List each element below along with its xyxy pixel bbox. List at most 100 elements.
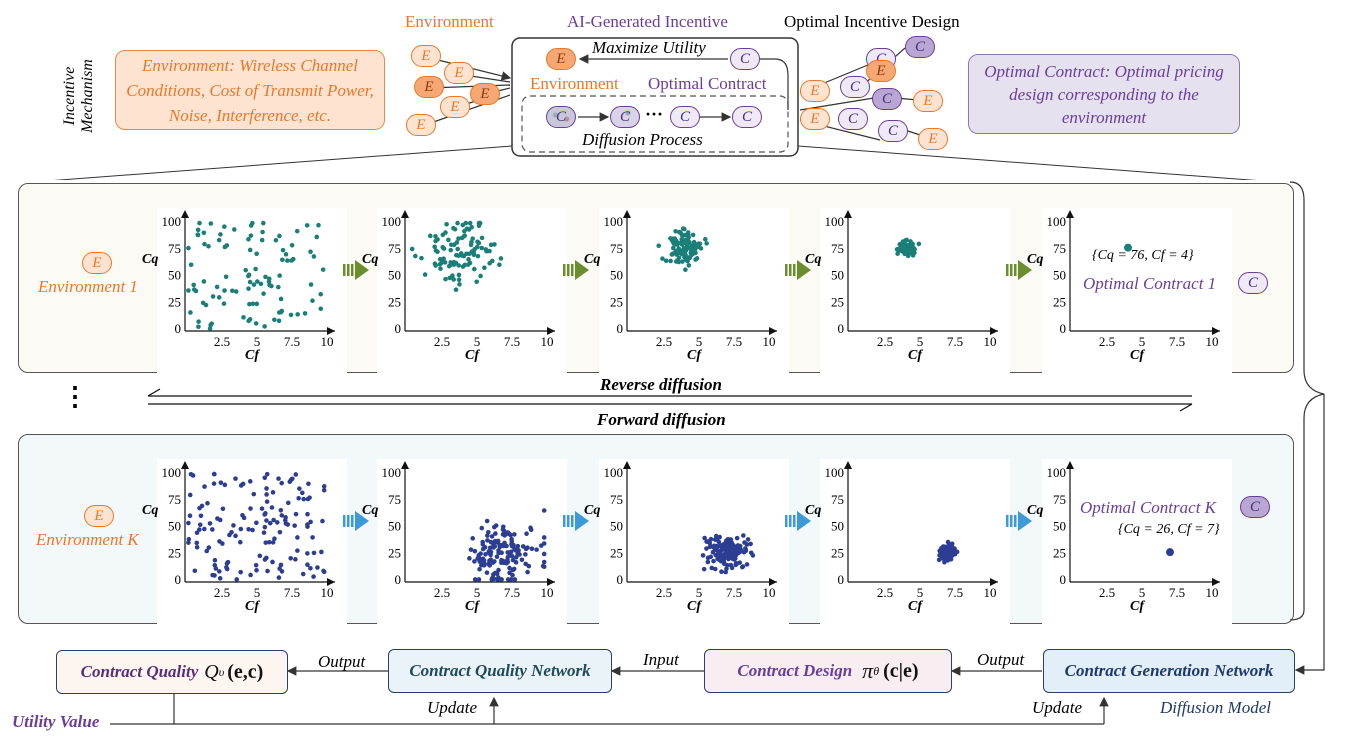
data-point xyxy=(191,287,197,292)
data-point xyxy=(294,228,300,234)
y-tick-label: 50 xyxy=(1053,519,1066,534)
y-tick-label: 0 xyxy=(617,321,624,336)
data-point xyxy=(511,542,516,548)
x-tick-label: 10 xyxy=(1206,334,1219,349)
data-point xyxy=(190,473,196,478)
data-point xyxy=(493,531,498,536)
data-point xyxy=(223,274,229,280)
optimal-contract-description-text: Optimal Contract: Optimal pricing design… xyxy=(984,61,1224,127)
plot-background xyxy=(599,459,789,627)
x-tick-label: 5 xyxy=(1139,334,1146,349)
data-point xyxy=(443,230,448,235)
data-point xyxy=(194,530,200,536)
diffusion-model-label: Diffusion Model xyxy=(1160,698,1271,717)
data-point xyxy=(485,538,490,543)
data-point xyxy=(683,267,688,272)
data-point xyxy=(491,524,497,530)
data-point xyxy=(704,546,709,551)
data-point xyxy=(487,248,492,254)
data-point xyxy=(292,523,297,528)
data-point xyxy=(321,487,327,493)
data-point xyxy=(741,533,746,538)
data-point xyxy=(510,572,515,578)
step-arrow xyxy=(355,511,369,531)
x-tick-label: 10 xyxy=(763,334,776,349)
step-arrow-bar xyxy=(347,515,350,527)
data-point xyxy=(742,546,748,551)
data-point xyxy=(207,521,213,526)
data-point xyxy=(670,245,676,251)
y-tick-label: 25 xyxy=(168,294,181,309)
reverse-diffusion-label: Reverse diffusion xyxy=(600,375,722,394)
data-point xyxy=(221,301,227,306)
data-point xyxy=(270,490,276,495)
data-point xyxy=(238,526,244,532)
x-tick-label: 7.5 xyxy=(726,585,742,600)
data-point xyxy=(541,535,547,540)
data-point xyxy=(310,535,315,540)
data-point xyxy=(909,243,915,248)
step-arrow-bar xyxy=(1014,264,1017,276)
data-point xyxy=(733,560,739,566)
data-point xyxy=(233,533,238,539)
contract-quality-label: Contract Quality xyxy=(80,662,199,681)
environment-1-label: Environment 1 xyxy=(38,277,138,296)
data-point xyxy=(263,274,268,280)
data-point xyxy=(526,563,532,569)
x-tick-label: 5 xyxy=(474,585,481,600)
data-point xyxy=(694,256,700,261)
data-point xyxy=(240,512,245,518)
y-axis-label: Cq xyxy=(584,503,600,518)
data-point xyxy=(682,251,688,257)
step-arrow-bar xyxy=(1014,515,1017,527)
data-point xyxy=(716,539,722,545)
data-point xyxy=(264,471,270,477)
step-arrow-bar xyxy=(351,515,354,527)
data-point xyxy=(218,480,224,485)
data-point xyxy=(472,548,478,554)
data-point xyxy=(941,547,947,553)
data-point xyxy=(188,310,193,315)
data-point xyxy=(251,491,257,497)
data-point xyxy=(260,229,265,235)
y-axis-arrowhead xyxy=(844,461,852,469)
y-tick-label: 0 xyxy=(838,572,845,587)
data-point xyxy=(253,266,258,272)
data-point xyxy=(685,230,691,235)
data-point xyxy=(455,220,460,226)
data-point xyxy=(202,526,207,532)
data-point xyxy=(685,237,691,242)
data-point xyxy=(216,295,222,300)
y-tick-label: 100 xyxy=(162,465,182,480)
data-point xyxy=(455,246,460,252)
data-point xyxy=(293,472,299,477)
data-point xyxy=(444,221,449,227)
data-point xyxy=(451,277,456,282)
data-point xyxy=(1166,548,1174,557)
data-point xyxy=(507,565,512,571)
y-axis-arrowhead xyxy=(401,210,409,218)
data-point xyxy=(433,238,438,244)
data-point xyxy=(472,577,478,582)
data-point xyxy=(318,306,324,312)
data-point xyxy=(276,284,281,290)
step-arrow-bar xyxy=(351,264,354,276)
data-point xyxy=(676,255,682,261)
x-tick-label: 10 xyxy=(1206,585,1219,600)
data-point xyxy=(491,572,496,577)
data-point xyxy=(494,554,500,559)
data-point xyxy=(701,566,707,572)
data-point xyxy=(502,540,507,546)
data-point xyxy=(270,559,275,565)
y-tick-label: 50 xyxy=(610,268,623,283)
data-point xyxy=(476,552,482,558)
y-tick-label: 0 xyxy=(395,321,402,336)
data-point xyxy=(441,256,446,262)
data-point xyxy=(285,258,290,263)
data-point xyxy=(708,543,713,549)
data-point xyxy=(720,556,726,561)
data-point xyxy=(450,273,455,278)
data-point xyxy=(711,558,716,564)
data-point xyxy=(674,239,680,245)
data-point xyxy=(726,541,732,547)
